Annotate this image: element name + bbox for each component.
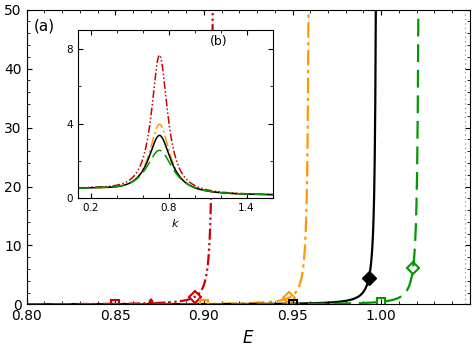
Text: (a): (a): [33, 19, 55, 33]
X-axis label: E: E: [243, 329, 254, 347]
